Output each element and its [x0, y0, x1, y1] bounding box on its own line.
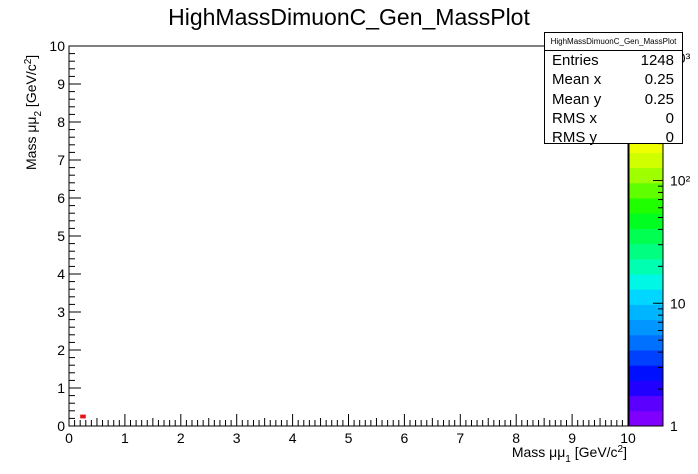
heatmap-cell [80, 414, 86, 419]
stats-value: 0.25 [644, 71, 674, 89]
stats-row-rms-y: RMS y 0 [545, 128, 682, 147]
stats-label: Mean y [552, 90, 602, 108]
stats-title: HighMassDimuonC_Gen_MassPlot [545, 33, 682, 51]
color-bar-segment [629, 350, 663, 366]
stats-label: RMS x [552, 109, 597, 127]
color-bar-segment [629, 258, 663, 275]
stats-value: 0 [665, 129, 674, 147]
z-tick-label: 10² [670, 173, 691, 189]
color-bar-segment [629, 182, 663, 199]
color-bar-segment [629, 274, 663, 290]
y-axis: 0 1 2 3 4 5 6 7 8 9 10 [49, 38, 81, 434]
x-tick-label: 6 [401, 430, 409, 446]
color-bar-segment [629, 304, 663, 321]
x-axis-label: Mass μμ1 [GeV/c2] [512, 444, 627, 465]
x-tick-label: 7 [456, 430, 464, 446]
chart-title: HighMassDimuonC_Gen_MassPlot [168, 4, 530, 30]
y-tick-label: 8 [57, 114, 65, 130]
x-tick-label: 4 [289, 430, 297, 446]
y-tick-label: 2 [57, 342, 65, 358]
color-bar-segment [629, 243, 663, 260]
x-tick-label: 5 [345, 430, 353, 446]
stats-row-entries: Entries 1248 [545, 51, 682, 70]
x-axis: 0 1 2 3 4 5 6 7 8 9 10 [65, 414, 636, 446]
y-axis-label: Mass μμ2 [GeV/c2] [23, 55, 44, 170]
color-bar-segment [629, 228, 663, 245]
stats-value: 1248 [640, 52, 674, 69]
stats-value: 0.25 [644, 90, 674, 108]
stats-box: HighMassDimuonC_Gen_MassPlot Entries 124… [544, 32, 683, 147]
z-tick-label: 1 [670, 418, 678, 434]
y-tick-label: 0 [57, 418, 65, 434]
color-bar-segment [629, 365, 663, 381]
color-bar-segment [629, 198, 663, 214]
color-bar-segment [629, 213, 663, 229]
y-tick-label: 9 [57, 76, 65, 92]
stats-label: Mean x [552, 71, 602, 89]
stats-value: 0 [665, 109, 674, 127]
stats-label: RMS y [552, 129, 597, 147]
heatmap-cells [80, 414, 86, 419]
plot-frame [68, 45, 629, 427]
x-tick-label: 2 [177, 430, 185, 446]
x-tick-label: 8 [512, 430, 520, 446]
y-tick-label: 1 [57, 380, 65, 396]
x-tick-label: 3 [233, 430, 241, 446]
color-bar-segment [629, 319, 663, 336]
x-tick-label: 1 [121, 430, 129, 446]
stats-label: Entries [552, 52, 599, 69]
stats-row-mean-y: Mean y 0.25 [545, 90, 682, 109]
y-tick-label: 6 [57, 190, 65, 206]
x-tick-label: 10 [620, 430, 636, 446]
x-tick-label: 0 [65, 430, 73, 446]
color-bar-segment [629, 289, 663, 305]
y-tick-label: 4 [57, 266, 65, 282]
color-bar-segment [629, 152, 663, 169]
x-tick-label: 9 [568, 430, 576, 446]
y-tick-label: 10 [49, 38, 65, 54]
stats-row-rms-x: RMS x 0 [545, 109, 682, 128]
y-tick-label: 3 [57, 304, 65, 320]
color-bar-segment [629, 167, 663, 184]
color-bar-segment [629, 380, 663, 397]
y-tick-label: 7 [57, 152, 65, 168]
color-bar-segment [629, 334, 663, 351]
z-tick-label: 10 [670, 295, 686, 311]
color-bar-segment [629, 395, 663, 412]
color-bar-segment [629, 410, 663, 427]
y-tick-label: 5 [57, 228, 65, 244]
stats-row-mean-x: Mean x 0.25 [545, 70, 682, 89]
